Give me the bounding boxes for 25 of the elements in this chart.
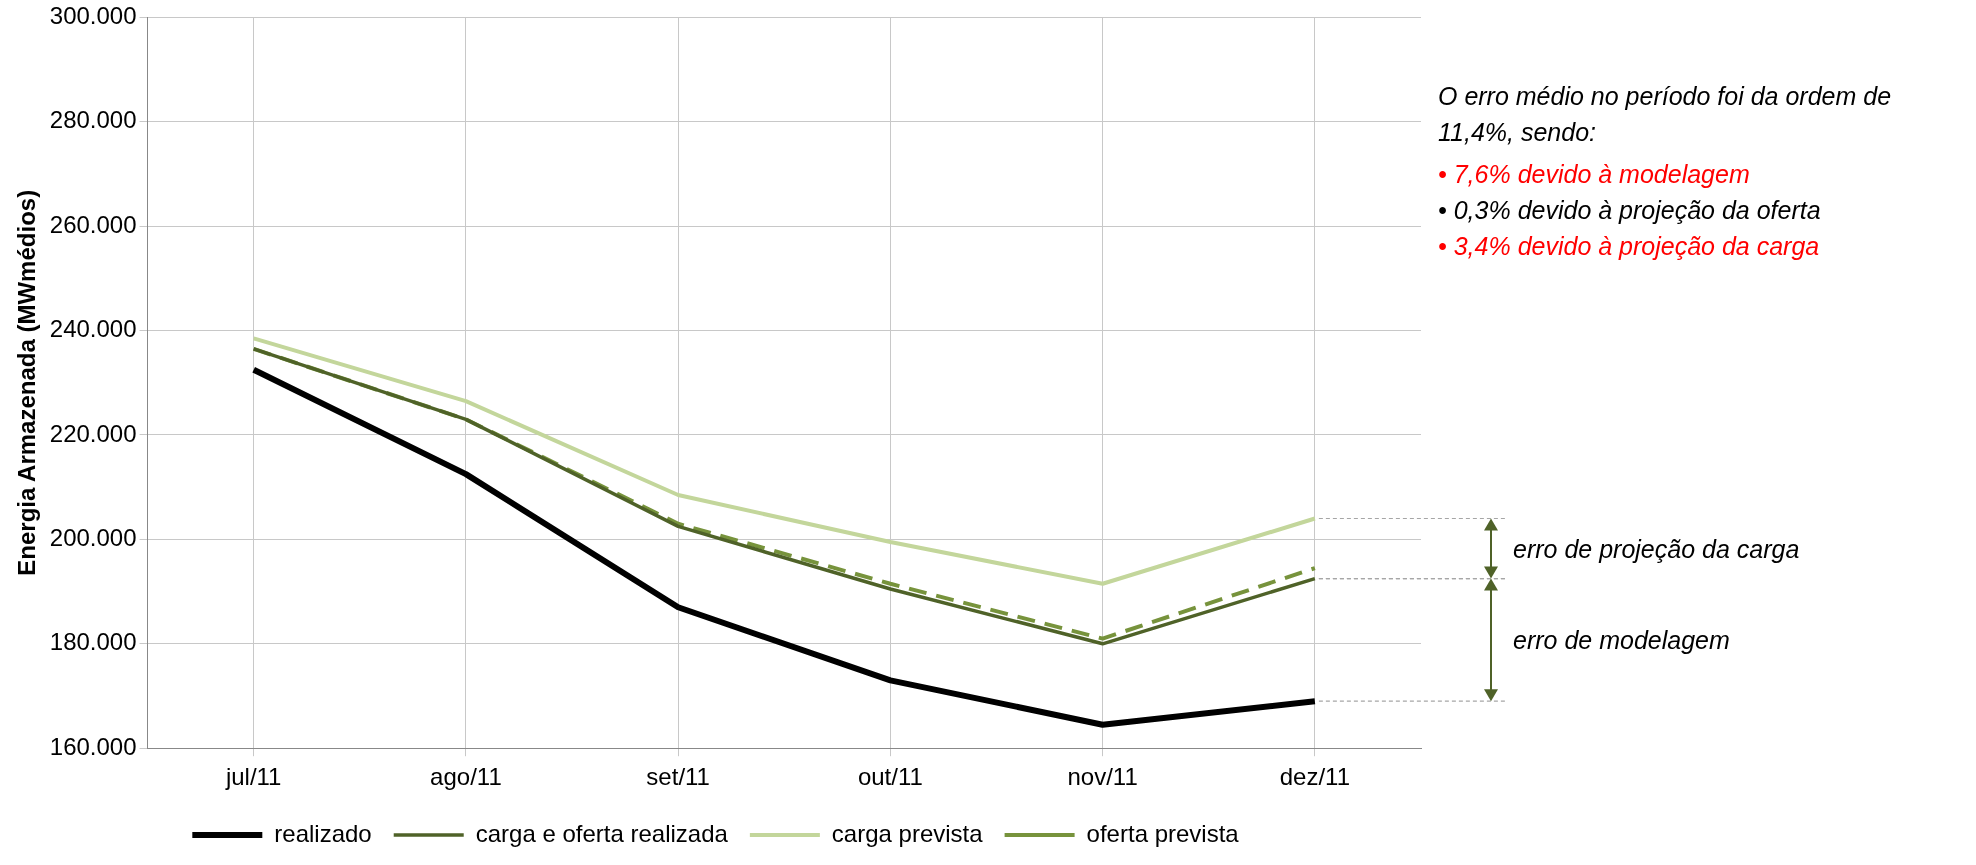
x-tick-label: jul/11 xyxy=(224,763,282,791)
legend-label: carga e oferta realizada xyxy=(475,819,729,847)
text: • 7,6% devido à modelagem xyxy=(1438,159,1751,190)
text: • 3,4% devido à projeção da carga xyxy=(1438,231,1821,262)
x-tick-label: dez/11 xyxy=(1279,763,1351,791)
x-tick-label: nov/11 xyxy=(1067,763,1138,791)
y-tick-label: 260.000 xyxy=(49,210,137,238)
y-tick-label: 280.000 xyxy=(49,106,137,134)
y-tick-label: 240.000 xyxy=(49,315,137,343)
annotation: erro de projeção da carga xyxy=(1513,534,1800,564)
text: • 0,3% devido à projeção da oferta xyxy=(1438,195,1822,226)
legend-label: realizado xyxy=(274,819,372,847)
legend-label: oferta prevista xyxy=(1086,819,1240,847)
y-tick-label: 160.000 xyxy=(49,732,137,760)
y-tick-label: 220.000 xyxy=(49,419,137,447)
text: erro de modelagem xyxy=(1513,625,1730,655)
text: O erro médio no período foi da ordem de 11,4%, sendo: xyxy=(1438,81,1893,148)
legend-label: carga prevista xyxy=(831,819,984,847)
y-tick-label: 180.000 xyxy=(49,628,137,656)
x-tick-label: out/11 xyxy=(857,763,923,791)
y-tick-label: 300.000 xyxy=(49,2,137,30)
y-axis-title: Energia Armazenada (MWmédios) xyxy=(13,189,41,576)
y-tick-label: 200.000 xyxy=(49,524,137,552)
x-tick-label: set/11 xyxy=(646,763,710,791)
x-tick-label: ago/11 xyxy=(430,763,502,791)
